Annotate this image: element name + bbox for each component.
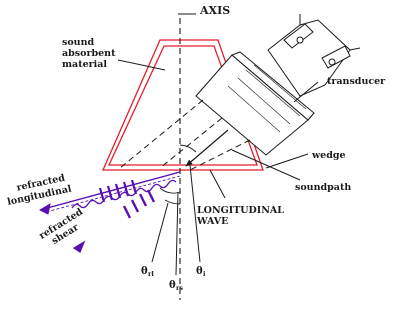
svg-text:rl: rl bbox=[148, 270, 154, 278]
beam-boundaries bbox=[119, 99, 251, 171]
transducer-connector bbox=[267, 14, 361, 97]
transducer-label: transducer bbox=[327, 76, 386, 87]
incident-soundpath-arrow bbox=[185, 129, 229, 167]
longitudinal-wave-label: LONGITUDINAL WAVE bbox=[196, 205, 284, 227]
refracted-longitudinal-label: refracted longitudinal bbox=[6, 173, 73, 208]
svg-text:θ: θ bbox=[169, 280, 176, 291]
absorbent-material-label: sound absorbent material bbox=[62, 37, 116, 70]
refracted-shear-beam bbox=[71, 179, 177, 253]
theta-rs-label: θ rs bbox=[169, 280, 183, 292]
theta-rl-label: θ rl bbox=[141, 266, 154, 278]
svg-text:absorbent: absorbent bbox=[62, 48, 116, 59]
theta-i-label: θ i bbox=[196, 266, 206, 278]
leader-lines bbox=[117, 13, 319, 276]
transducer-body bbox=[195, 51, 315, 156]
svg-text:LONGITUDINAL: LONGITUDINAL bbox=[197, 205, 284, 216]
svg-text:material: material bbox=[62, 59, 107, 70]
svg-text:sound: sound bbox=[62, 37, 94, 48]
svg-text:θ: θ bbox=[196, 266, 203, 277]
angle-arcs bbox=[159, 144, 197, 205]
svg-text:i: i bbox=[203, 270, 206, 278]
soundpath-label: soundpath bbox=[295, 182, 351, 193]
svg-text:rs: rs bbox=[176, 284, 183, 292]
axis-label: AXIS bbox=[199, 4, 230, 17]
svg-text:θ: θ bbox=[141, 266, 148, 277]
wedge-label: wedge bbox=[311, 150, 346, 161]
svg-text:WAVE: WAVE bbox=[196, 216, 228, 227]
wedge-outline bbox=[102, 39, 264, 171]
